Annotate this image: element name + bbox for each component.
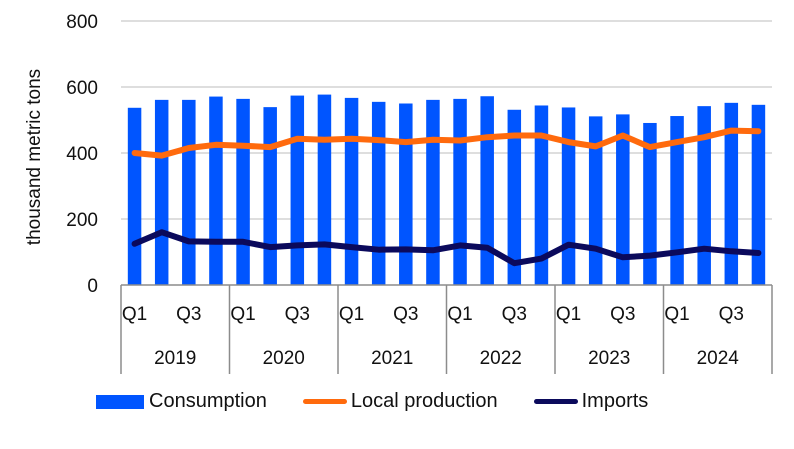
consumption-bar — [209, 96, 223, 285]
y-axis-tick-labels: 0 200 400 600 800 — [66, 12, 98, 297]
x-tick-label-q3: Q3 — [285, 304, 310, 325]
legend-swatch-imports — [533, 399, 578, 404]
legend-item-imports: Imports — [533, 390, 649, 413]
consumption-bar — [643, 122, 657, 285]
consumption-bar — [399, 103, 413, 285]
x-tick-label-q3: Q3 — [176, 304, 201, 325]
consumption-bar — [426, 99, 440, 286]
x-axis: Q1 Q3 2019 Q1 Q3 2020 Q1 Q3 2021 Q1 Q3 2022 Q1 Q3 2023… — [120, 284, 773, 374]
x-year-label: 2020 — [263, 348, 305, 369]
consumption-bar — [670, 116, 684, 285]
local-production-line — [131, 127, 762, 159]
x-tick-label-q1: Q1 — [339, 304, 364, 325]
y-tick-label: 600 — [66, 78, 98, 99]
legend: Consumption Local production Imports — [96, 390, 684, 413]
y-tick-label: 0 — [87, 276, 98, 297]
y-axis-title: thousand metric tons — [24, 69, 45, 245]
legend-item-local-production: Local production — [302, 390, 498, 413]
consumption-bar — [561, 107, 576, 286]
legend-swatch-consumption — [96, 394, 144, 409]
legend-swatch-local-production — [302, 399, 347, 404]
x-tick-label-q1: Q1 — [664, 304, 689, 325]
legend-label-local-production: Local production — [350, 390, 498, 412]
consumption-bar — [182, 99, 196, 286]
y-tick-label: 400 — [66, 144, 98, 165]
line-series — [131, 127, 762, 267]
consumption-bars — [127, 94, 766, 286]
legend-label-consumption: Consumption — [149, 390, 267, 412]
x-tick-label-q1: Q1 — [122, 304, 147, 325]
x-tick-label-q1: Q1 — [447, 304, 472, 325]
consumption-bar — [534, 105, 549, 285]
x-year-label: 2023 — [588, 348, 630, 369]
x-tick-label-q3: Q3 — [502, 304, 527, 325]
consumption-bar — [236, 98, 250, 285]
consumption-bar — [697, 106, 711, 285]
consumption-bar — [290, 95, 305, 285]
consumption-bar — [588, 116, 603, 286]
x-tick-label-q3: Q3 — [719, 304, 744, 325]
y-tick-label: 800 — [66, 12, 98, 33]
consumption-bar — [751, 104, 766, 285]
x-year-label: 2021 — [371, 348, 413, 369]
consumption-bar — [317, 94, 332, 285]
consumption-bar — [480, 96, 494, 286]
consumption-bar — [453, 98, 467, 285]
legend-item-consumption: Consumption — [96, 390, 267, 413]
consumption-bar — [507, 109, 522, 286]
consumption-bar — [154, 99, 169, 286]
y-tick-label: 200 — [66, 210, 98, 231]
legend-label-imports: Imports — [581, 390, 649, 412]
x-tick-label-q1: Q1 — [556, 304, 581, 325]
x-tick-label-q3: Q3 — [393, 304, 418, 325]
consumption-bar — [263, 107, 277, 285]
x-tick-label-q1: Q1 — [230, 304, 255, 325]
imports-line — [131, 229, 762, 267]
consumption-bar — [616, 114, 630, 285]
x-year-label: 2019 — [154, 348, 196, 369]
gridlines — [121, 20, 772, 220]
consumption-bar — [724, 102, 739, 285]
consumption-bar — [371, 101, 386, 285]
consumption-bar — [127, 107, 142, 285]
x-year-label: 2024 — [697, 348, 740, 369]
x-year-label: 2022 — [480, 348, 522, 369]
x-tick-label-q3: Q3 — [610, 304, 635, 325]
consumption-bar — [344, 97, 359, 285]
